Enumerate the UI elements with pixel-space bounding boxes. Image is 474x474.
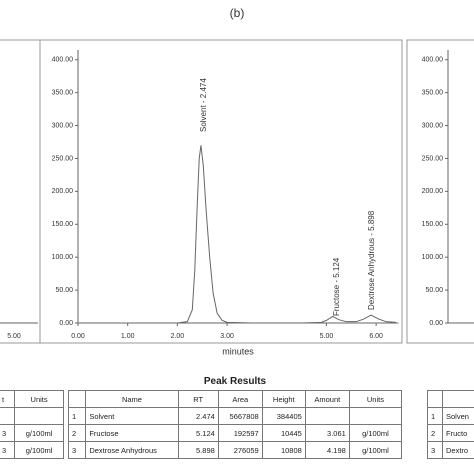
table-cell: Units (348, 390, 403, 408)
right-frame (406, 39, 474, 344)
table-row (0, 407, 64, 425)
table-cell: 3 (67, 441, 87, 459)
x-tick-label: 0.00 (71, 333, 85, 340)
table-cell: 3 (0, 424, 16, 442)
table-cell: 5667808 (217, 407, 263, 425)
x-tick-label: 3.00 (220, 333, 234, 340)
table-row: t Units (0, 390, 64, 408)
y-tick-label: 300.00 (52, 122, 74, 129)
peak-table: Name RT Area Height Amount Units 1 Solvent 2.474… (67, 390, 403, 459)
table-row: 1 Solven (427, 407, 474, 425)
table-cell: 384405 (261, 407, 306, 425)
panel-label: (b) (230, 6, 245, 20)
y-tick-label: 350.00 (52, 89, 74, 96)
x-tick-label: 1.00 (121, 333, 135, 340)
table-cell: 276059 (217, 441, 263, 459)
y-tick-label: 150.00 (52, 221, 74, 228)
right-y-tick-label: 300.00 (422, 122, 444, 129)
table-cell (304, 407, 350, 425)
peak-annotation: Dextrose Anhydrous - 5.898 (367, 210, 376, 310)
table-cell: 192597 (217, 424, 263, 442)
x-tick-label: 2.00 (171, 333, 185, 340)
table-cell: 3.061 (304, 424, 350, 442)
table-cell: 4.198 (304, 441, 350, 459)
table-cell (14, 407, 64, 425)
table-cell: 10808 (261, 441, 306, 459)
table-cell: Amount (304, 390, 350, 408)
right-y-tick-label: 150.00 (422, 221, 444, 228)
right-y-tick-label: 250.00 (422, 155, 444, 162)
table-row: 2 Fructose 5.124 192597 10445 3.061 g/100ml (67, 424, 403, 442)
x-tick-label: 6.00 (369, 333, 383, 340)
table-cell: 2 (427, 424, 443, 442)
right-y-tick-label: 100.00 (422, 254, 444, 261)
table-cell: 5.898 (177, 441, 219, 459)
right-y-tick-label: 50.00 (425, 287, 443, 294)
table-row: 3 g/100ml (0, 441, 64, 459)
y-tick-label: 400.00 (52, 57, 74, 64)
table-cell: Dextrose Anhydrous (85, 441, 179, 459)
left-frame (0, 39, 41, 344)
center-frame (39, 39, 403, 344)
y-tick-label: 100.00 (52, 254, 74, 261)
chromatogram-line (78, 145, 397, 324)
y-tick-label: 200.00 (52, 188, 74, 195)
table-cell: Solven (442, 407, 474, 425)
table-cell: Units (14, 390, 64, 408)
right-y-tick-label: 200.00 (422, 188, 444, 195)
table-cell: 1 (67, 407, 87, 425)
table-cell: 1 (427, 407, 443, 425)
table-cell (442, 390, 474, 408)
table-cell: Fructo (442, 424, 474, 442)
table-cell (427, 390, 443, 408)
y-tick-label: 250.00 (52, 155, 74, 162)
table-cell: 2.474 (177, 407, 219, 425)
table-cell: 10445 (261, 424, 306, 442)
table-cell: Solvent (85, 407, 179, 425)
table-cell (67, 390, 87, 408)
right-y-tick-label: 400.00 (422, 57, 444, 64)
table-cell: Name (85, 390, 179, 408)
table-cell: t (0, 390, 16, 408)
right-table: 1 Solven 2 Fructo 3 Dextro (427, 390, 474, 459)
table-cell (348, 407, 403, 425)
y-tick-label: 0.00 (59, 320, 73, 327)
table-title: Peak Results (203, 376, 267, 387)
x-axis-label: minutes (222, 346, 254, 356)
table-cell: Dextro (442, 441, 474, 459)
table-cell: g/100ml (348, 441, 403, 459)
table-cell: RT (177, 390, 219, 408)
right-y-tick-label: 0.00 (429, 320, 443, 327)
table-cell: 3 (427, 441, 443, 459)
right-y-tick-label: 350.00 (422, 89, 444, 96)
table-row: 3 Dextrose Anhydrous 5.898 276059 10808 4.198… (67, 441, 403, 459)
peak-annotation: Solvent - 2.474 (199, 78, 208, 132)
table-row: 3 Dextro (427, 441, 474, 459)
x-tick-label: 5.00 (320, 333, 334, 340)
table-row: Name RT Area Height Amount Units (67, 390, 403, 408)
table-row: 2 Fructo (427, 424, 474, 442)
table-cell: 3 (0, 441, 16, 459)
left-table: t Units 3 g/100ml 3 g/100ml (0, 390, 64, 459)
table-cell: Fructose (85, 424, 179, 442)
table-row: 3 g/100ml (0, 424, 64, 442)
table-cell: g/100ml (14, 441, 64, 459)
table-cell: Area (217, 390, 263, 408)
table-cell: Height (261, 390, 306, 408)
table-cell: g/100ml (14, 424, 64, 442)
left-x-tick-label: 5.00 (7, 333, 21, 340)
table-cell: g/100ml (348, 424, 403, 442)
peak-annotation: Fructose - 5.124 (332, 257, 341, 316)
table-cell (0, 407, 16, 425)
table-row (427, 390, 474, 408)
y-tick-label: 50.00 (55, 287, 73, 294)
table-cell: 5.124 (177, 424, 219, 442)
table-cell: 2 (67, 424, 87, 442)
table-row: 1 Solvent 2.474 5667808 384405 (67, 407, 403, 425)
